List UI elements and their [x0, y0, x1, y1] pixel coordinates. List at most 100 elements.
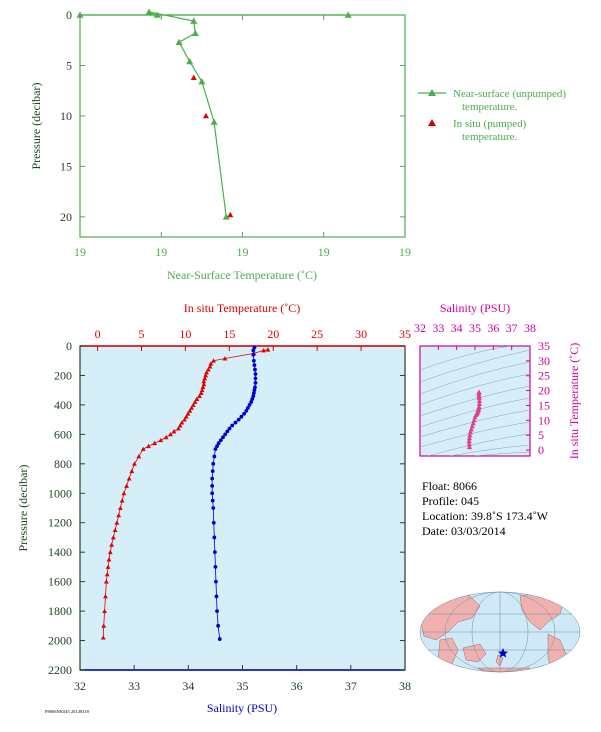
ns-y-tick-label: 5 — [66, 58, 72, 72]
temperature-ticks: 0 5 10 15 20 25 30 35 — [95, 327, 411, 351]
temperature-point — [265, 347, 271, 352]
salinity-tick-label: 33 — [128, 679, 140, 693]
temperature-point — [207, 364, 213, 369]
temperature-point — [126, 476, 132, 481]
ts-x-tick-label: 34 — [451, 321, 463, 335]
temperature-point — [189, 405, 194, 410]
temperature-point — [119, 498, 125, 503]
temperature-point — [202, 376, 208, 381]
ns-unpumped-point — [145, 8, 153, 15]
near-surface-legend: Near-surface (unpumped) temperature. In … — [418, 88, 566, 143]
ns-unpumped-point — [198, 78, 206, 85]
salinity-point — [210, 491, 215, 496]
salinity-point — [236, 417, 241, 422]
salinity-point — [216, 441, 221, 446]
profile-series — [100, 345, 271, 641]
salinity-point — [216, 623, 221, 628]
temperature-point — [118, 505, 123, 510]
salinity-point — [251, 348, 256, 353]
ns-y-tick-label: 10 — [60, 109, 72, 123]
ns-x-tick-label: 19 — [318, 245, 330, 259]
ts-x-tick-label: 37 — [506, 321, 518, 335]
salinity-point — [246, 405, 250, 410]
ns-unpumped-point — [210, 118, 218, 125]
salinity-point — [218, 438, 223, 443]
salinity-point — [249, 400, 254, 404]
salinity-point — [253, 385, 257, 390]
profile-y-tick-label: 2000 — [48, 634, 72, 648]
salinity-tick-label: 35 — [237, 679, 249, 693]
ns-x-tick-label: 19 — [74, 245, 86, 259]
near-surface-plot-frame — [79, 14, 406, 238]
temperature-point — [187, 408, 193, 413]
profile-plot-area — [79, 345, 406, 671]
temperature-point — [198, 390, 204, 396]
salinity-ticks: 32 33 34 35 36 37 38 — [74, 665, 411, 693]
salinity-point — [212, 535, 217, 540]
temperature-point — [110, 535, 116, 540]
temperature-point — [146, 443, 151, 449]
ts-point — [469, 423, 475, 429]
temperature-point — [190, 402, 196, 407]
salinity-point — [251, 394, 256, 398]
salinity-point — [211, 461, 216, 466]
ts-point — [476, 404, 482, 410]
ts-x-tick-label: 38 — [524, 321, 536, 335]
temperature-tick-label: 15 — [223, 327, 235, 341]
temperature-point — [168, 431, 173, 437]
temperature-point — [116, 512, 122, 518]
salinity-point — [247, 403, 252, 407]
temperature-point — [140, 446, 146, 452]
salinity-point — [214, 594, 219, 599]
ts-title: Salinity (PSU) — [440, 301, 510, 315]
ts-point — [471, 417, 477, 423]
profile-y-tick-label: 1800 — [48, 604, 72, 618]
salinity-point — [223, 432, 228, 437]
salinity-point — [251, 391, 256, 396]
ts-y-tick-label: 30 — [538, 354, 550, 368]
profile-y-tick-label: 1600 — [48, 575, 72, 589]
ts-point — [466, 441, 472, 447]
ts-y-tick-label: 35 — [538, 339, 550, 353]
ns-unpumped-point — [344, 11, 352, 18]
salinity-point — [253, 367, 257, 372]
salinity-point — [252, 388, 257, 393]
temperature-tick-label: 30 — [355, 327, 367, 341]
ns-unpumped-point — [191, 29, 199, 36]
ts-point — [466, 444, 473, 450]
float-position-star-icon — [498, 648, 508, 658]
salinity-point — [212, 550, 217, 555]
near-surface-y-axis-label: Pressure (decibar) — [29, 83, 43, 170]
ns-unpumped-point — [175, 38, 183, 46]
legend-triangle-red-marker — [428, 119, 436, 126]
salinity-point — [217, 637, 222, 641]
salinity-point — [227, 426, 232, 431]
salinity-point — [253, 372, 258, 376]
ns-x-tick-label: 19 — [155, 245, 167, 259]
legend-unpumped-line2: temperature. — [462, 101, 518, 113]
ts-point — [476, 401, 482, 407]
ts-point — [466, 435, 473, 441]
ns-pumped-point — [227, 211, 234, 218]
near-surface-series — [76, 8, 352, 220]
world-map — [419, 591, 581, 673]
ns-unpumped-point — [222, 213, 230, 220]
temperature-tick-label: 25 — [311, 327, 323, 341]
temperature-tick-label: 20 — [267, 327, 279, 341]
legend-pumped-line1: In situ (pumped) — [453, 118, 527, 130]
ns-pumped-point — [202, 112, 209, 119]
profile-y-tick-label: 0 — [66, 339, 72, 353]
ns-pumped-point — [190, 74, 197, 80]
legend-triangle-green-marker — [428, 89, 436, 96]
profile-y-tick-label: 1200 — [48, 516, 72, 530]
salinity-point — [233, 420, 238, 425]
ts-y-tick-label: 25 — [538, 369, 550, 383]
ts-point — [468, 426, 474, 432]
ns-unpumped-point — [76, 11, 84, 18]
salinity-point — [252, 345, 257, 350]
salinity-point — [210, 469, 215, 474]
ts-x-tick-label: 35 — [469, 321, 481, 335]
ns-x-tick-label: 19 — [399, 245, 411, 259]
